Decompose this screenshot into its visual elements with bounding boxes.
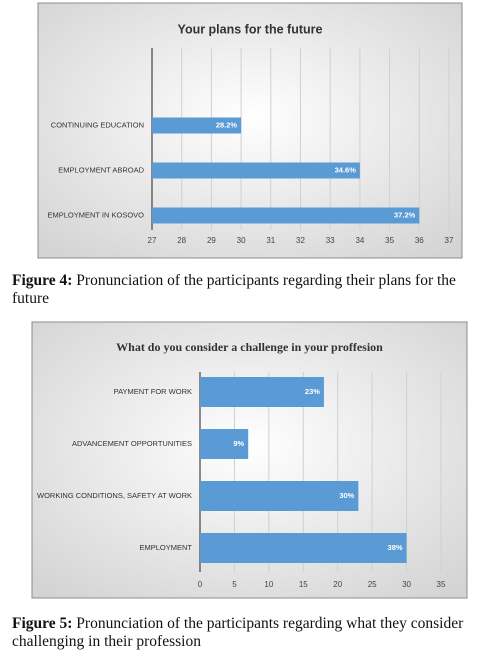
x-tick-label: 35 <box>437 580 446 589</box>
x-tick-label: 0 <box>198 580 203 589</box>
x-tick-label: 36 <box>415 236 424 245</box>
bar <box>152 207 420 224</box>
x-tick-label: 15 <box>299 580 308 589</box>
bar <box>200 533 407 563</box>
y-tick-label: EMPLOYMENT IN KOSOVO <box>47 210 144 219</box>
caption-text: Pronunciation of the participants regard… <box>12 272 456 307</box>
caption-label: Figure 4: <box>12 272 73 289</box>
value-label: 9% <box>233 439 244 448</box>
x-tick-label: 29 <box>207 236 216 245</box>
value-label: 30% <box>339 491 354 500</box>
bar <box>152 117 242 134</box>
x-tick-label: 30 <box>402 580 411 589</box>
x-tick-label: 35 <box>385 236 394 245</box>
x-tick-label: 31 <box>266 236 275 245</box>
value-label: 23% <box>305 387 320 396</box>
x-tick-label: 33 <box>326 236 335 245</box>
y-tick-label: CONTINUING EDUCATION <box>51 120 144 129</box>
x-tick-label: 25 <box>368 580 377 589</box>
chart-title: Your plans for the future <box>178 22 323 36</box>
x-tick-label: 5 <box>232 580 237 589</box>
x-tick-label: 32 <box>296 236 305 245</box>
bar <box>200 481 359 511</box>
chart-title: What do you consider a challenge in your… <box>116 340 383 354</box>
caption-label: Figure 5: <box>12 615 73 632</box>
y-tick-label: ADVANCEMENT OPPORTUNITIES <box>72 439 192 448</box>
bar <box>152 162 360 179</box>
x-tick-label: 20 <box>333 580 342 589</box>
value-label: 34.6% <box>335 165 357 174</box>
x-tick-label: 37 <box>445 236 454 245</box>
value-label: 38% <box>388 543 403 552</box>
x-tick-label: 27 <box>148 236 157 245</box>
caption: Figure 5: Pronunciation of the participa… <box>12 615 484 651</box>
x-tick-label: 30 <box>237 236 246 245</box>
x-tick-label: 10 <box>264 580 273 589</box>
caption-text: Pronunciation of the participants regard… <box>12 615 464 650</box>
value-label: 37.2% <box>394 210 416 219</box>
value-label: 28.2% <box>216 120 238 129</box>
x-tick-label: 28 <box>177 236 186 245</box>
y-tick-label: EMPLOYMENT ABROAD <box>58 165 144 174</box>
y-tick-label: PAYMENT FOR WORK <box>114 387 192 396</box>
x-tick-label: 34 <box>355 236 364 245</box>
bar <box>200 377 324 407</box>
y-tick-label: EMPLOYMENT <box>139 543 192 552</box>
bar <box>200 429 249 459</box>
y-tick-label: WORKING CONDITIONS, SAFETY AT WORK <box>37 491 192 500</box>
caption: Figure 4: Pronunciation of the participa… <box>12 272 484 308</box>
